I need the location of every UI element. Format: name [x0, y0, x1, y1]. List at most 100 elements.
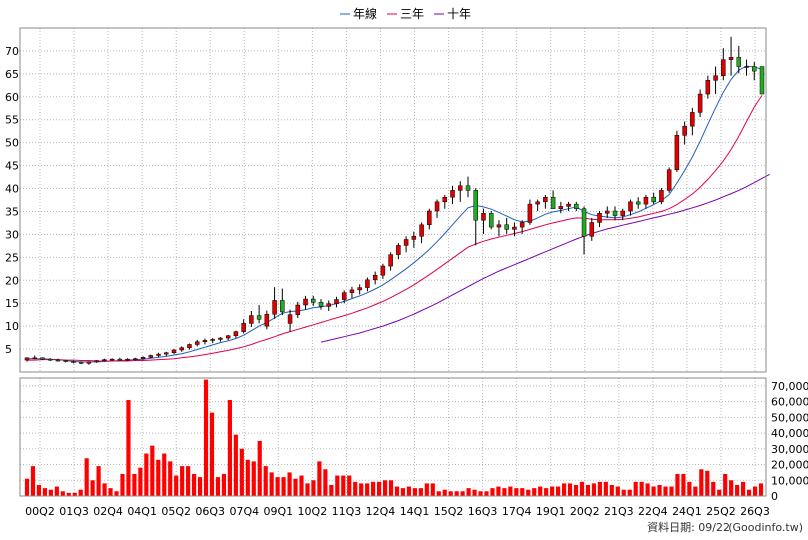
volume-bar	[675, 473, 680, 496]
volume-bar	[275, 477, 280, 496]
legend-label-ten-year: 十年	[447, 7, 471, 21]
candle-body	[32, 357, 37, 360]
volume-bar	[365, 483, 370, 496]
candle-body	[133, 358, 138, 360]
ma-line	[27, 65, 763, 363]
candle-body	[612, 210, 618, 216]
volume-bar	[394, 486, 400, 496]
volume-bar	[585, 484, 591, 496]
volume-bar	[746, 489, 752, 496]
volume-bar	[472, 489, 477, 496]
candle-body	[117, 358, 123, 361]
volume-bar	[293, 478, 298, 496]
candle-body	[659, 190, 664, 203]
volume-bar	[466, 488, 471, 496]
volume-bar	[156, 459, 161, 496]
price-tick-label: 45	[5, 160, 19, 173]
volume-bar	[233, 434, 238, 496]
candle-body	[396, 245, 401, 255]
candle-body	[465, 185, 471, 191]
candle-body	[202, 340, 208, 342]
volume-bar	[532, 488, 537, 496]
volume-bar	[448, 491, 453, 496]
volume-bar	[192, 473, 197, 496]
candle-body	[148, 355, 154, 358]
volume-bar	[597, 481, 602, 496]
candle-body	[519, 222, 525, 228]
candle-body	[287, 314, 293, 324]
candle-body	[651, 196, 656, 203]
volume-bar	[615, 486, 620, 496]
candle-body	[666, 169, 672, 191]
volume-bar	[78, 489, 83, 496]
volume-bar	[209, 412, 215, 496]
volume-bar	[335, 475, 340, 496]
volume-bar	[245, 459, 250, 496]
candle-body	[512, 226, 517, 230]
volume-bar	[269, 472, 274, 496]
candle-body	[419, 224, 424, 237]
volume-bar	[215, 477, 221, 496]
candle-body	[697, 93, 703, 113]
volume-bar	[723, 473, 728, 496]
candle-body	[759, 66, 765, 95]
volume-bar	[197, 477, 203, 496]
x-tick-label: 01Q3	[59, 505, 89, 518]
candle-body	[589, 222, 595, 237]
volume-bar	[711, 481, 716, 496]
volume-bar	[102, 483, 107, 496]
candle-body	[194, 341, 200, 345]
volume-bar	[263, 466, 268, 496]
volume-bar	[341, 475, 346, 496]
volume-bar	[72, 492, 77, 496]
volume-bar	[42, 488, 47, 496]
candle-body	[728, 57, 734, 60]
x-tick-label: 06Q3	[195, 505, 225, 518]
candle-body	[272, 300, 277, 315]
volume-tick-label: 40,000	[771, 427, 808, 440]
x-tick-label: 07Q4	[229, 505, 259, 518]
volume-bar	[663, 486, 668, 496]
x-tick-label: 09Q1	[264, 505, 294, 518]
candle-body	[543, 196, 548, 203]
volume-bar	[556, 486, 561, 496]
candle-body	[86, 361, 92, 364]
candle-body	[357, 287, 362, 291]
candle-body	[635, 201, 641, 205]
volume-bar	[460, 491, 465, 496]
volume-bar	[508, 486, 513, 496]
volume-bar	[430, 483, 435, 496]
candle-body	[674, 135, 680, 170]
volume-bar	[54, 486, 59, 496]
candle-body	[365, 279, 370, 288]
candle-body	[481, 213, 486, 221]
volume-bar	[388, 480, 394, 496]
candle-body	[156, 353, 161, 356]
candle-body	[218, 337, 223, 340]
volume-bar	[305, 483, 310, 496]
volume-bar	[735, 484, 740, 496]
volume-bar	[520, 488, 525, 496]
volume-bar	[406, 486, 412, 496]
candle-body	[643, 196, 649, 205]
candle-body	[349, 289, 355, 293]
candle-body	[125, 358, 130, 361]
volume-bar	[603, 481, 608, 496]
volume-bar	[657, 484, 662, 496]
x-tick-label: 19Q1	[536, 505, 566, 518]
x-tick-label: 26Q3	[740, 505, 770, 518]
candle-body	[241, 323, 246, 332]
volume-tick-label: 0	[771, 490, 778, 503]
price-tick-label: 15	[5, 297, 19, 310]
volume-bar	[376, 481, 382, 496]
candle-body	[535, 201, 540, 205]
volume-bar	[36, 484, 42, 496]
x-tick-label: 17Q4	[502, 505, 532, 518]
candle-body	[326, 303, 331, 307]
legend: 年線 三年 十年	[340, 6, 471, 21]
candle-body	[473, 190, 478, 221]
volume-bar	[317, 461, 322, 496]
volume-bar	[66, 492, 71, 496]
volume-bar	[257, 440, 262, 496]
